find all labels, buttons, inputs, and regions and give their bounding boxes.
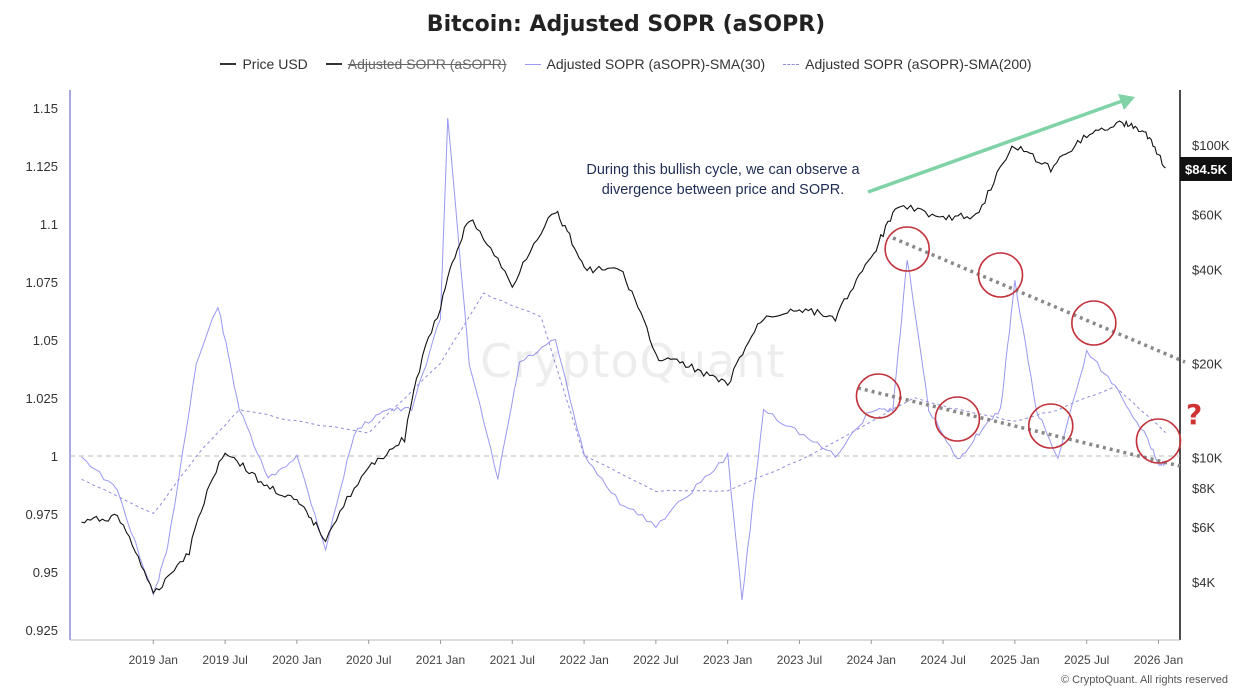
right-tick-label: $40K bbox=[1192, 262, 1223, 277]
series-sma30-line bbox=[81, 118, 1166, 601]
upper-peak-circle bbox=[977, 252, 1024, 298]
legend-swatch-sma30 bbox=[524, 63, 541, 65]
left-tick-label: 1.05 bbox=[33, 333, 58, 348]
right-tick-label: $20K bbox=[1192, 357, 1223, 372]
upper-divergence-line bbox=[892, 236, 1186, 364]
x-tick-label: 2021 Jan bbox=[416, 653, 465, 667]
legend-item-sma30[interactable]: Adjusted SOPR (aSOPR)-SMA(30) bbox=[524, 56, 766, 72]
right-tick-label: $100K bbox=[1192, 138, 1230, 153]
x-tick-label: 2025 Jul bbox=[1064, 653, 1109, 667]
upper-peak-circle bbox=[1071, 300, 1117, 346]
x-tick-label: 2025 Jan bbox=[990, 653, 1039, 667]
right-tick-label: $4K bbox=[1192, 575, 1215, 590]
price-trend-arrowhead bbox=[1118, 94, 1135, 110]
lower-trough-circle bbox=[855, 373, 902, 419]
x-tick-label: 2024 Jan bbox=[847, 653, 896, 667]
series-price-line bbox=[81, 119, 1166, 595]
current-price-badge: $84.5K bbox=[1180, 157, 1232, 181]
x-tick-label: 2023 Jul bbox=[777, 653, 822, 667]
x-tick-label: 2020 Jan bbox=[272, 653, 321, 667]
watermark: CryptoQuant bbox=[480, 334, 786, 388]
x-tick-label: 2019 Jul bbox=[202, 653, 247, 667]
legend-swatch-price bbox=[220, 63, 237, 65]
legend: Price USD Adjusted SOPR (aSOPR) Adjusted… bbox=[0, 56, 1252, 72]
x-tick-label: 2024 Jul bbox=[920, 653, 965, 667]
left-tick-label: 1.075 bbox=[25, 275, 58, 290]
right-tick-label: $8K bbox=[1192, 481, 1215, 496]
right-tick-label: $60K bbox=[1192, 207, 1223, 222]
left-tick-label: 1.1 bbox=[40, 217, 58, 232]
copyright: © CryptoQuant. All rights reserved bbox=[1060, 674, 1228, 686]
x-tick-label: 2026 Jan bbox=[1134, 653, 1183, 667]
x-tick-label: 2022 Jan bbox=[559, 653, 608, 667]
x-tick-label: 2023 Jan bbox=[703, 653, 752, 667]
x-tick-label: 2022 Jul bbox=[633, 653, 678, 667]
lower-trough-circle bbox=[934, 396, 981, 442]
legend-label-price: Price USD bbox=[242, 56, 308, 72]
legend-swatch-sma200 bbox=[783, 63, 800, 65]
left-tick-label: 0.975 bbox=[25, 507, 58, 522]
legend-item-price[interactable]: Price USD bbox=[220, 56, 308, 72]
legend-item-asopr[interactable]: Adjusted SOPR (aSOPR) bbox=[325, 56, 507, 72]
plot-layer: 1.15 1.125 1.1 1.075 1.05 1.025 1 0.975 0.95 0.92… bbox=[25, 90, 1230, 667]
left-tick-label: 1.125 bbox=[25, 159, 58, 174]
left-tick-label: 1.15 bbox=[33, 101, 58, 116]
left-tick-label: 0.925 bbox=[25, 623, 58, 638]
legend-label-asopr: Adjusted SOPR (aSOPR) bbox=[347, 56, 507, 72]
lower-trough-circle bbox=[1135, 418, 1182, 464]
lower-divergence-line bbox=[857, 386, 1181, 468]
price-trend-arrow bbox=[867, 98, 1126, 194]
series-sma200-line bbox=[81, 292, 1166, 515]
x-tick-label: 2020 Jul bbox=[346, 653, 391, 667]
divergence-annotation: During this bullish cycle, we can observ… bbox=[586, 162, 860, 198]
left-tick-label: 1.025 bbox=[25, 391, 58, 406]
question-mark: ? bbox=[1186, 398, 1203, 431]
right-tick-label: $10K bbox=[1192, 451, 1223, 466]
lower-trough-circle bbox=[1027, 403, 1074, 449]
legend-swatch-asopr bbox=[325, 63, 342, 65]
legend-label-sma200: Adjusted SOPR (aSOPR)-SMA(200) bbox=[805, 56, 1032, 72]
right-tick-label: $6K bbox=[1192, 520, 1215, 535]
x-tick-label: 2019 Jan bbox=[129, 653, 178, 667]
legend-item-sma200[interactable]: Adjusted SOPR (aSOPR)-SMA(200) bbox=[783, 56, 1032, 72]
left-tick-label: 1 bbox=[51, 449, 58, 464]
left-tick-label: 0.95 bbox=[33, 565, 58, 580]
upper-peak-circle bbox=[884, 226, 930, 272]
x-tick-label: 2021 Jul bbox=[490, 653, 535, 667]
legend-label-sma30: Adjusted SOPR (aSOPR)-SMA(30) bbox=[546, 56, 766, 72]
chart-title: Bitcoin: Adjusted SOPR (aSOPR) bbox=[426, 12, 826, 37]
